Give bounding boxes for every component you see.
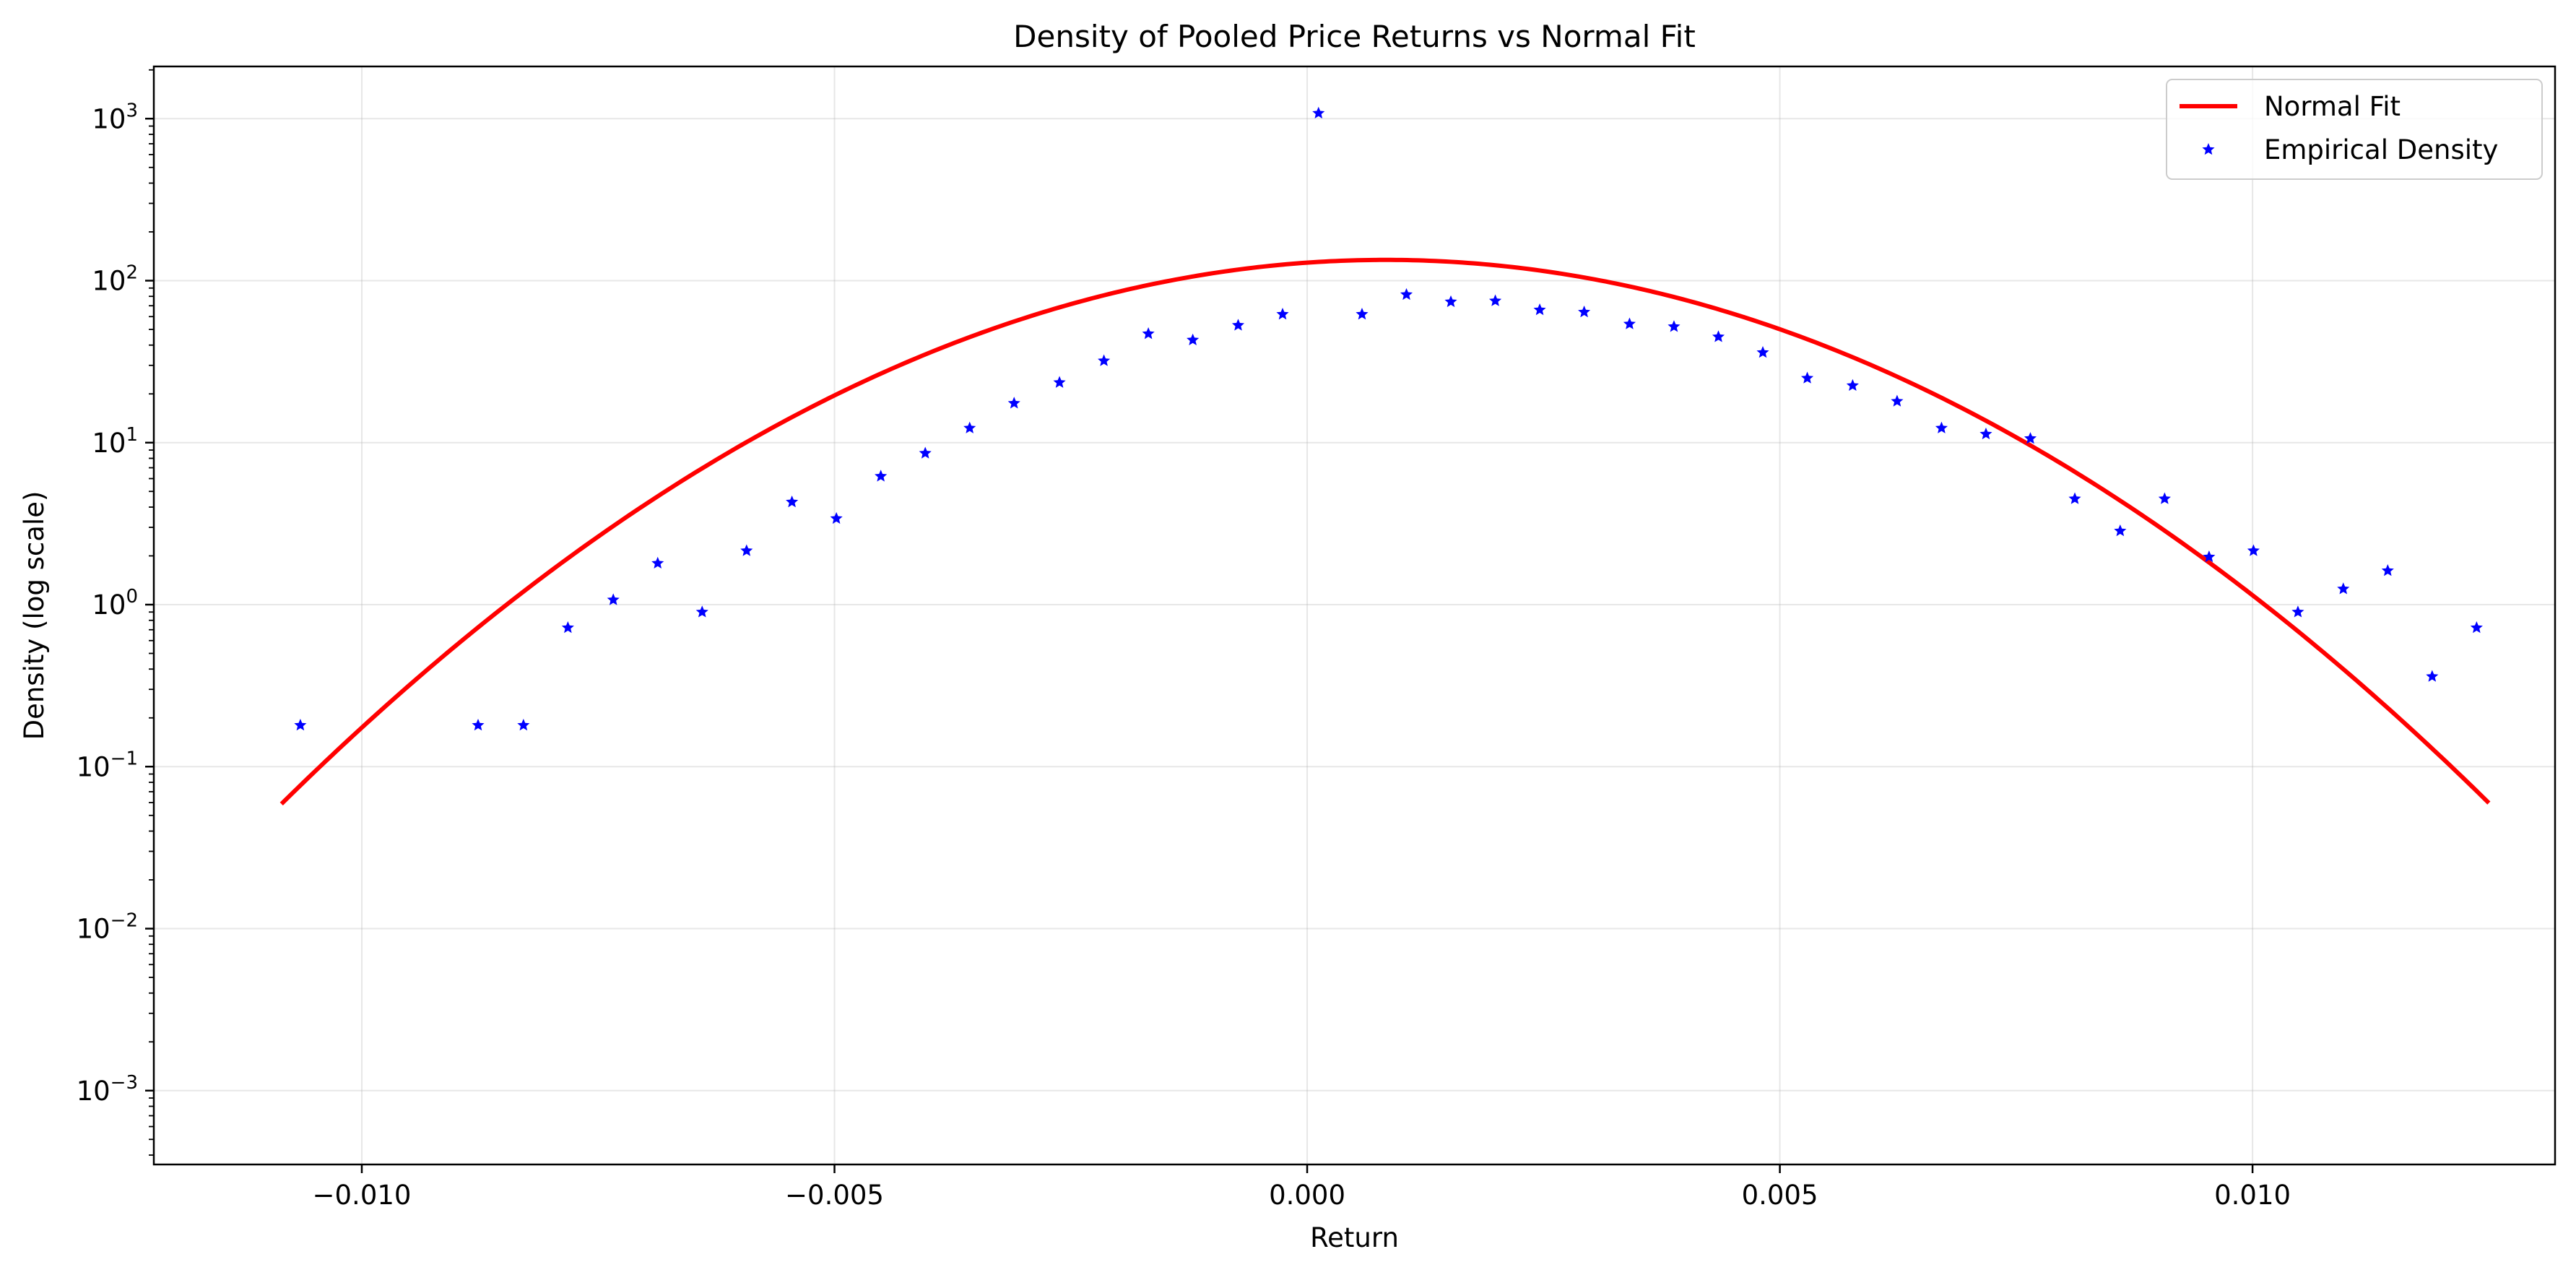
empirical-density-point bbox=[1053, 376, 1066, 388]
empirical-density-point bbox=[1356, 308, 1369, 320]
empirical-density-point bbox=[2381, 564, 2394, 576]
y-tick-label: 100 bbox=[92, 586, 138, 621]
empirical-density-point bbox=[1400, 288, 1413, 301]
y-tick-base: 10 bbox=[92, 266, 126, 297]
y-tick-exponent: −3 bbox=[110, 1072, 138, 1094]
empirical-density-point bbox=[2114, 524, 2127, 537]
y-tick-label: 10−2 bbox=[77, 910, 138, 945]
empirical-density-point bbox=[740, 544, 753, 556]
empirical-density-point bbox=[2470, 621, 2483, 634]
y-tick-exponent: −1 bbox=[110, 748, 138, 769]
empirical-density-point bbox=[2426, 670, 2439, 682]
y-tick-base: 10 bbox=[77, 1076, 110, 1107]
y-tick-label: 101 bbox=[92, 424, 138, 459]
y-tick-base: 10 bbox=[92, 589, 126, 621]
empirical-density-point bbox=[875, 470, 888, 482]
y-tick-label: 10−1 bbox=[77, 748, 138, 782]
empirical-density-point bbox=[2068, 492, 2081, 504]
empirical-density-point bbox=[2337, 582, 2350, 595]
y-tick-base: 10 bbox=[77, 751, 110, 782]
y-tick-label: 10−3 bbox=[77, 1072, 138, 1107]
empirical-density-point bbox=[1488, 294, 1502, 306]
legend: Normal Fit Empirical Density bbox=[2166, 79, 2543, 180]
empirical-density-point bbox=[1312, 106, 1325, 119]
empirical-density-point bbox=[1533, 303, 1546, 316]
x-tick-label: −0.005 bbox=[785, 1180, 884, 1211]
x-tick-label: 0.000 bbox=[1269, 1180, 1345, 1211]
axes-frame bbox=[152, 65, 2557, 1166]
empirical-density-point bbox=[561, 621, 574, 634]
empirical-density-point bbox=[1276, 308, 1289, 320]
x-tick-label: 0.005 bbox=[1742, 1180, 1818, 1211]
empirical-density-point bbox=[2024, 432, 2037, 444]
y-tick-exponent: 0 bbox=[126, 586, 138, 608]
empirical-density-point bbox=[830, 511, 843, 524]
empirical-density-point bbox=[1098, 354, 1111, 366]
legend-star-swatch bbox=[2202, 143, 2215, 155]
empirical-density-point bbox=[1891, 394, 1904, 407]
plot-area bbox=[279, 106, 2491, 806]
empirical-density-point bbox=[1668, 320, 1681, 332]
empirical-density-point bbox=[1578, 305, 1591, 318]
y-tick-exponent: 2 bbox=[126, 262, 138, 284]
y-tick-base: 10 bbox=[92, 103, 126, 134]
empirical-density-point bbox=[695, 605, 708, 618]
legend-box bbox=[2166, 79, 2543, 180]
y-tick-base: 10 bbox=[77, 914, 110, 945]
y-axis-label: Density (log scale) bbox=[19, 491, 50, 740]
empirical-density-point bbox=[1231, 319, 1245, 331]
legend-label-normal-fit: Normal Fit bbox=[2264, 91, 2401, 122]
y-tick-exponent: 3 bbox=[126, 100, 138, 121]
empirical-density-point bbox=[517, 719, 530, 731]
empirical-density-point bbox=[294, 719, 307, 731]
empirical-density-point bbox=[2158, 492, 2171, 504]
empirical-density-point bbox=[1623, 317, 1636, 329]
empirical-density-point bbox=[1800, 371, 1814, 384]
empirical-density-point bbox=[1756, 346, 1769, 358]
empirical-density-point bbox=[472, 719, 485, 731]
y-tick-base: 10 bbox=[92, 428, 126, 459]
empirical-density-point bbox=[786, 495, 799, 508]
empirical-density-point bbox=[1712, 330, 1725, 342]
empirical-density-point bbox=[2291, 605, 2304, 618]
x-axis: −0.010 −0.005 0.000 0.005 0.010 bbox=[313, 1164, 2291, 1211]
y-tick-label: 102 bbox=[92, 262, 138, 297]
empirical-density-point bbox=[651, 556, 664, 569]
empirical-density-point bbox=[1007, 397, 1020, 409]
chart-title: Density of Pooled Price Returns vs Norma… bbox=[1013, 19, 1696, 54]
y-tick-exponent: 1 bbox=[126, 424, 138, 446]
y-tick-exponent: −2 bbox=[110, 910, 138, 932]
empirical-density-point bbox=[2203, 550, 2216, 563]
empirical-density-point bbox=[1187, 333, 1200, 345]
empirical-density-point bbox=[607, 593, 620, 605]
legend-label-empirical-density: Empirical Density bbox=[2264, 134, 2498, 165]
x-axis-label: Return bbox=[1310, 1222, 1399, 1253]
x-tick-label: −0.010 bbox=[313, 1180, 412, 1211]
empirical-density-point bbox=[919, 446, 932, 459]
empirical-density-point bbox=[963, 421, 976, 433]
empirical-density-point bbox=[1935, 421, 1948, 433]
normal-fit-line bbox=[279, 257, 2491, 806]
empirical-density-point bbox=[1444, 295, 1457, 308]
empirical-density-point bbox=[1979, 427, 1992, 440]
x-tick-label: 0.010 bbox=[2214, 1180, 2291, 1211]
y-tick-label: 103 bbox=[92, 100, 138, 134]
empirical-density-point bbox=[1142, 327, 1155, 340]
empirical-density-point bbox=[2247, 544, 2260, 556]
empirical-density-point bbox=[1846, 379, 1859, 392]
grid bbox=[154, 66, 2555, 1164]
